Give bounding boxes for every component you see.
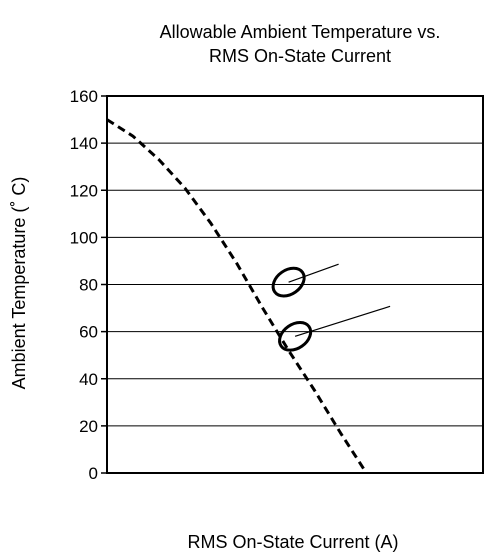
annotation-ellipse-0 (271, 266, 306, 298)
annotation-leader-1 (294, 305, 391, 337)
annotation-ellipse-1 (278, 320, 313, 352)
y-tick-label-120: 120 (70, 181, 98, 200)
y-tick-label-40: 40 (79, 370, 98, 389)
chart-title-line-1: Allowable Ambient Temperature vs. (160, 22, 441, 42)
annotation-leader-0 (288, 263, 339, 283)
y-tick-label-20: 20 (79, 417, 98, 436)
y-tick-label-100: 100 (70, 228, 98, 247)
chart-title-line-2: RMS On-State Current (209, 46, 391, 66)
y-tick-label-0: 0 (89, 464, 98, 483)
y-tick-label-60: 60 (79, 323, 98, 342)
x-axis-label: RMS On-State Current (A) (187, 532, 398, 552)
annotations (271, 263, 391, 352)
series-line-0 (106, 118, 368, 474)
y-tick-label-80: 80 (79, 276, 98, 295)
y-axis-ticks: 0 20 40 60 80 100 120 140 160 (70, 87, 107, 483)
y-tick-label-140: 140 (70, 134, 98, 153)
y-axis-label: Ambient Temperature (˚ C) (9, 177, 29, 390)
y-tick-label-160: 160 (70, 87, 98, 106)
gridlines (107, 142, 483, 427)
data-series (106, 118, 368, 474)
